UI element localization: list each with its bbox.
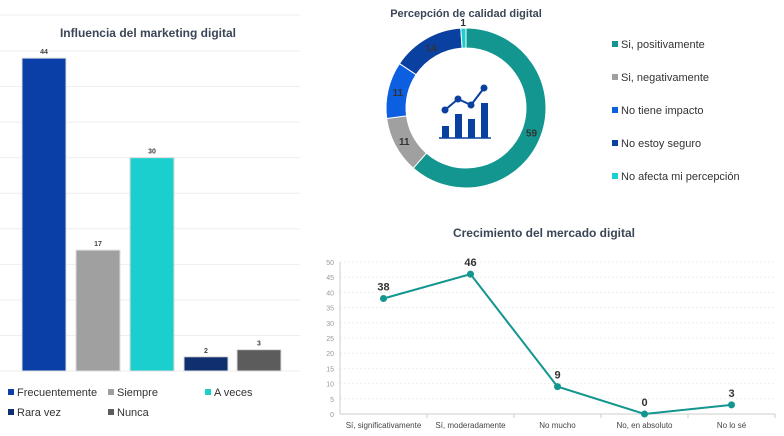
y-tick: 15: [326, 366, 334, 373]
legend-label: No afecta mi percepción: [621, 171, 740, 183]
legend-label: Nunca: [117, 407, 150, 419]
bar-label: 30: [148, 149, 156, 156]
legend-swatch: [205, 389, 211, 395]
y-tick: 25: [326, 336, 334, 343]
y-tick: 35: [326, 306, 334, 313]
point-label: 3: [728, 388, 734, 400]
line-point-4: [728, 401, 735, 409]
legend-label: Siempre: [117, 387, 158, 399]
legend-swatch: [612, 74, 618, 80]
legend-swatch: [108, 409, 114, 415]
line-point-3: [641, 410, 648, 418]
y-tick: 5: [330, 397, 334, 404]
chart-growth-icon: [439, 84, 491, 139]
y-tick: 50: [326, 260, 334, 267]
bar-1: [75, 249, 121, 372]
bar-4: [236, 349, 282, 372]
donut-title: Percepción de calidad digital: [390, 8, 542, 20]
legend-label: Si, positivamente: [621, 39, 705, 51]
donut-slice-0: [412, 27, 547, 189]
point-label: 9: [554, 370, 560, 382]
donut-slice-4: [460, 27, 467, 49]
legend-swatch: [612, 41, 618, 47]
legend-swatch: [8, 389, 14, 395]
y-tick: 10: [326, 382, 334, 389]
legend-swatch: [612, 107, 618, 113]
legend-label: Frecuentemente: [17, 387, 97, 399]
y-tick: 40: [326, 290, 334, 297]
point-label: 38: [377, 281, 389, 293]
donut-label: 59: [526, 129, 538, 140]
legend-swatch: [108, 389, 114, 395]
line-point-1: [467, 270, 474, 278]
bar-label: 44: [40, 49, 48, 56]
legend-swatch: [612, 173, 618, 179]
legend-swatch: [8, 409, 14, 415]
donut-label: 14: [425, 43, 437, 54]
y-tick: 20: [326, 351, 334, 358]
line-series: [383, 273, 732, 416]
bar-label: 17: [94, 241, 102, 248]
legend-label: No estoy seguro: [621, 138, 701, 150]
donut-label: 11: [393, 88, 404, 99]
donut-label: 1: [460, 18, 466, 29]
line-chart-title: Crecimiento del mercado digital: [453, 226, 635, 240]
bar-label: 3: [257, 341, 261, 348]
legend-label: Si, negativamente: [621, 72, 709, 84]
legend-label: Rara vez: [17, 407, 61, 419]
x-tick-label: No, en absoluto: [616, 421, 673, 430]
bar-0: [21, 57, 67, 372]
line-point-2: [554, 383, 561, 391]
bar-2: [129, 157, 175, 372]
x-tick-label: No lo sé: [717, 421, 747, 430]
bar-label: 2: [204, 348, 208, 355]
line-point-0: [380, 294, 387, 302]
legend-swatch: [612, 140, 618, 146]
point-label: 0: [641, 397, 647, 409]
y-tick: 0: [330, 412, 334, 419]
y-tick: 45: [326, 275, 334, 282]
legend-label: A veces: [214, 387, 253, 399]
y-tick: 30: [326, 321, 334, 328]
point-label: 46: [464, 257, 476, 269]
x-tick-label: Sí, moderadamente: [435, 421, 506, 430]
x-tick-label: No mucho: [539, 421, 576, 430]
x-tick-label: Sí, significativamente: [346, 421, 422, 430]
bar-3: [183, 356, 229, 372]
bar-chart-title: Influencia del marketing digital: [60, 26, 236, 40]
donut-label: 11: [399, 137, 410, 148]
legend-label: No tiene impacto: [621, 105, 704, 117]
